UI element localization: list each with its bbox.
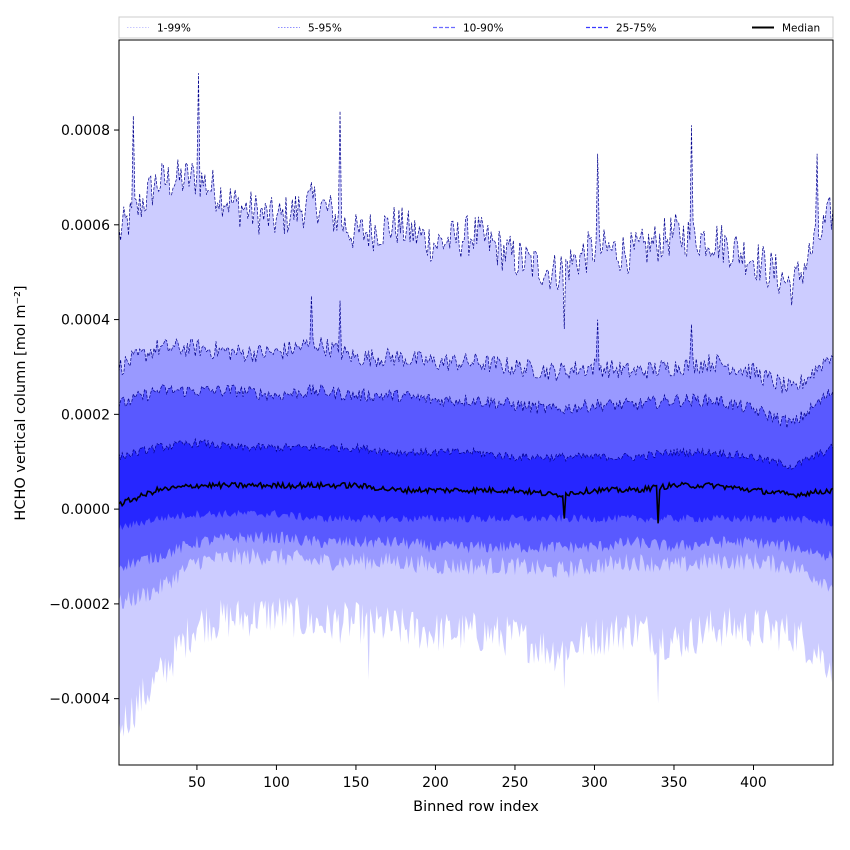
x-tick-label: 250	[502, 775, 529, 791]
band-25-75-pct-upper-edge	[118, 437, 834, 470]
median-line-group	[118, 480, 834, 524]
y-tick-label: −0.0004	[49, 692, 110, 708]
y-tick-label: 0.0008	[61, 123, 110, 139]
plot-frame	[118, 39, 834, 766]
band-10-90-pct-upper-edge	[118, 383, 834, 429]
band-1-99-pct-upper-edge	[118, 73, 834, 330]
y-tick-label: 0.0006	[61, 218, 110, 234]
band-5-95-pct-upper-edge	[118, 295, 834, 394]
legend-label: 10-90%	[463, 23, 504, 35]
y-tick-label: 0.0004	[61, 313, 110, 329]
x-axis-ticks: 50 100 150 200 250 300 350 400	[188, 765, 767, 791]
legend-label: 25-75%	[616, 23, 657, 35]
x-axis-label: Binned row index	[413, 799, 539, 815]
band-edge-lines	[118, 73, 834, 470]
y-tick-label: 0.0000	[61, 502, 110, 518]
legend-label: 5-95%	[308, 23, 342, 35]
band-25-75-pct	[119, 438, 833, 532]
legend-label: 1-99%	[157, 23, 191, 35]
legend-box	[118, 16, 834, 39]
percentile-bands	[119, 73, 833, 737]
x-tick-label: 100	[263, 775, 290, 791]
x-tick-label: 400	[740, 775, 767, 791]
x-tick-label: 200	[422, 775, 449, 791]
x-tick-label: 300	[581, 775, 608, 791]
x-tick-label: 50	[188, 775, 206, 791]
y-tick-label: −0.0002	[49, 597, 110, 613]
legend: 1-99% 5-95% 10-90% 25-75% Median	[118, 16, 834, 39]
y-axis-label: HCHO vertical column [mol m⁻²]	[13, 285, 29, 520]
y-axis-ticks: −0.0004 −0.0002 0.0000 0.0002 0.0004 0.0006 0.…	[49, 123, 119, 708]
y-tick-label: 0.0002	[61, 407, 110, 423]
x-tick-label: 350	[661, 775, 688, 791]
legend-label: Median	[782, 23, 820, 35]
x-tick-label: 150	[343, 775, 370, 791]
median-line	[118, 480, 834, 524]
